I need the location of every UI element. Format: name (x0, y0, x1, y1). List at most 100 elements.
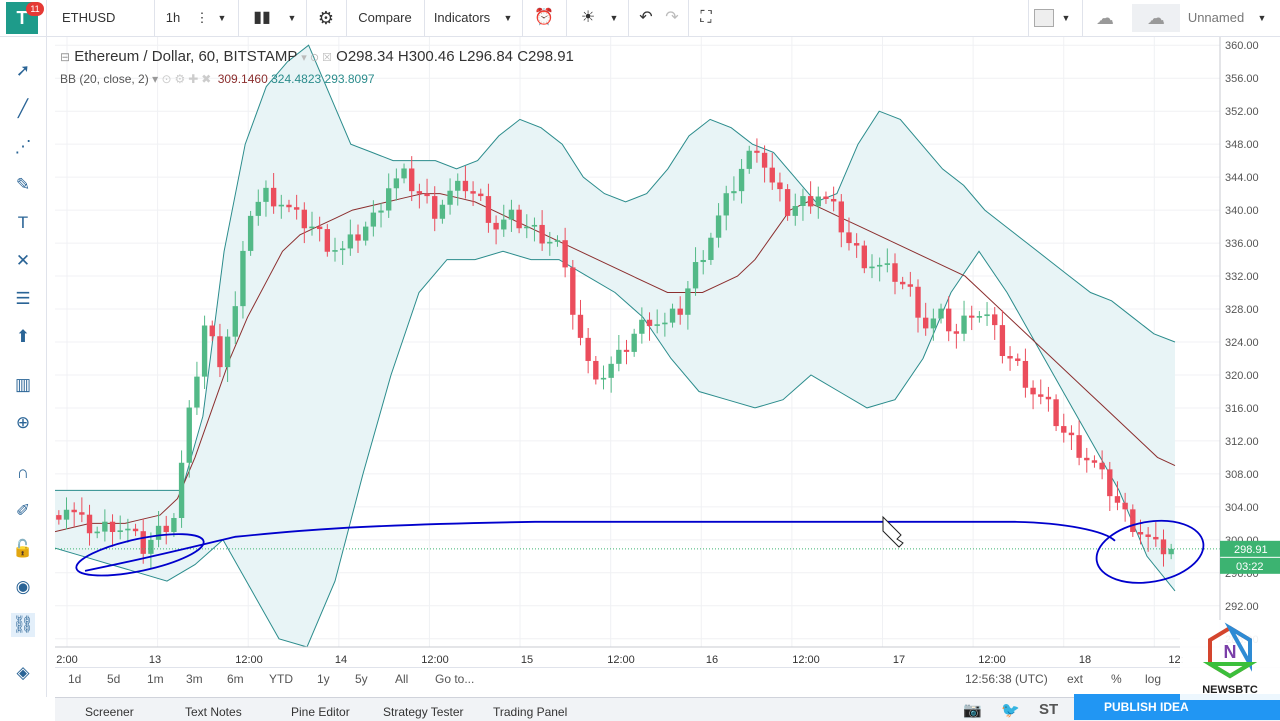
text-tool-icon[interactable]: T (17, 213, 29, 232)
candle-body (255, 201, 261, 216)
magnet-icon[interactable]: ∩ (16, 463, 30, 482)
tab-strategy-tester[interactable]: Strategy Tester (383, 705, 464, 719)
zoom-icon[interactable]: ⊕ (15, 413, 31, 432)
candle-body (876, 264, 883, 267)
candle-type-icon[interactable]: ▮▮ (253, 9, 271, 26)
pattern-tool-icon[interactable]: ✕ (15, 251, 31, 270)
candle-body (524, 226, 530, 229)
layout-icon[interactable] (1034, 9, 1054, 27)
percent-toggle[interactable]: % (1111, 672, 1122, 686)
candle-body (409, 168, 415, 192)
fib-tool-icon[interactable]: ⋰ (14, 137, 32, 156)
chevron-down-icon[interactable]: ▼ (287, 13, 297, 23)
price-axis-tick: 312.00 (1225, 436, 1259, 448)
candle-body (132, 528, 139, 532)
ext-toggle[interactable]: ext (1067, 672, 1084, 686)
candle-body (1007, 356, 1013, 359)
range-6m[interactable]: 6m (227, 672, 244, 686)
measure-icon[interactable]: ▥ (14, 375, 32, 394)
range-1m[interactable]: 1m (147, 672, 164, 686)
tab-trading-panel[interactable]: Trading Panel (493, 705, 568, 719)
candle-body (654, 324, 660, 326)
divider (566, 0, 567, 36)
candle-body (738, 168, 745, 192)
chevron-down-icon[interactable]: ▼ (1061, 13, 1071, 23)
layers-icon[interactable]: ◈ (16, 663, 30, 682)
hand-drawn-circle-left (75, 533, 205, 577)
bb-basis-value: 309.1460 (217, 72, 268, 86)
lock-icon[interactable]: 🔓 (12, 539, 34, 558)
trend-line-icon[interactable]: ╱ (17, 99, 29, 118)
prediction-tool-icon[interactable]: ☰ (15, 289, 31, 308)
bb-tools-icon[interactable]: ⊙⚙✚✖ (161, 72, 215, 86)
collapse-icon[interactable]: ⊟ (60, 50, 71, 64)
indicators-button[interactable]: Indicators (433, 10, 491, 25)
gear-icon[interactable]: ⚙ (317, 8, 335, 28)
alert-icon[interactable]: ⏰ (534, 9, 554, 26)
tab-screener[interactable]: Screener (85, 705, 134, 719)
tab-text-notes[interactable]: Text Notes (185, 705, 242, 719)
redo-icon[interactable]: ↷ (665, 9, 679, 26)
time-axis-tick: 15 (521, 654, 533, 666)
candle-body (1091, 460, 1098, 463)
candle-body (1122, 502, 1128, 510)
undo-icon[interactable]: ↶ (639, 9, 653, 26)
pencil-lock-icon[interactable]: ✐ (15, 501, 31, 520)
cursor-icon[interactable]: ➚ (15, 61, 31, 80)
top-toolbar: T 11 ETHUSD 1h ⋮ ▼ ▮▮ ▼ ⚙ Compare Indica… (0, 0, 1280, 37)
log-toggle[interactable]: log (1145, 672, 1162, 686)
range-5d[interactable]: 5d (107, 672, 121, 686)
time-axis-tick: 13 (149, 654, 161, 666)
notification-badge[interactable]: 11 (26, 2, 44, 16)
symbol-title[interactable]: Ethereum / Dollar, 60, BITSTAMP (74, 48, 298, 65)
hand-cursor-icon (882, 515, 904, 548)
bb-label[interactable]: BB (20, close, 2) (60, 72, 149, 86)
range-3m[interactable]: 3m (186, 672, 203, 686)
compare-button[interactable]: Compare (358, 10, 412, 25)
arrow-up-icon[interactable]: ⬆ (15, 327, 31, 346)
range-1d[interactable]: 1d (68, 672, 82, 686)
ohlc-low: L296.84 (458, 48, 514, 65)
last-price-tag-bg (1220, 540, 1280, 557)
range-ytd[interactable]: YTD (269, 672, 293, 686)
range-1y[interactable]: 1y (317, 672, 330, 686)
camera-icon[interactable]: 📷 (963, 702, 982, 719)
chevron-down-icon[interactable]: ▼ (1257, 13, 1267, 23)
candle-body (1099, 462, 1105, 470)
cloud-icon[interactable]: ☁ (1096, 8, 1114, 28)
utc-clock[interactable]: 12:56:38 (UTC) (965, 672, 1048, 686)
bb-dropdown-icon[interactable]: ▾ (152, 72, 159, 86)
chevron-down-icon[interactable]: ▼ (609, 13, 619, 23)
go-to-date[interactable]: Go to... (435, 672, 475, 686)
candle-body (685, 288, 691, 315)
candle-body (339, 248, 346, 251)
stocktwits-icon[interactable]: ST (1039, 701, 1059, 718)
more-intervals-icon[interactable]: ⋮ (195, 10, 209, 25)
chart-area[interactable]: 360.00 356.00 352.00 348.00 344.00 340.00 336.… (54, 37, 1280, 667)
candle-body (355, 234, 361, 241)
sun-icon[interactable]: ☀ (580, 9, 596, 26)
chevron-down-icon[interactable]: ▼ (503, 13, 513, 23)
eye-icon[interactable]: ◉ (15, 577, 31, 596)
twitter-icon[interactable]: 🐦 (1001, 702, 1020, 719)
save-cloud-icon[interactable]: ☁ (1132, 4, 1180, 32)
candle-body (547, 241, 553, 244)
symbol-input[interactable]: ETHUSD (62, 10, 116, 25)
layout-name[interactable]: Unnamed (1187, 10, 1245, 25)
interval-button[interactable]: 1h (165, 10, 181, 25)
candle-body (899, 281, 906, 285)
link-icon[interactable]: ⛓ (11, 613, 35, 637)
brush-icon[interactable]: ✎ (15, 175, 31, 194)
legend-settings-icon[interactable]: ▾ ⊙ ☒ (301, 52, 332, 64)
candle-body (792, 205, 798, 216)
tab-pine-editor[interactable]: Pine Editor (291, 705, 350, 719)
bb-legend: BB (20, close, 2) ▾ ⊙⚙✚✖ 309.1460 324.48… (60, 72, 375, 86)
chevron-down-icon[interactable]: ▼ (217, 13, 227, 23)
range-all[interactable]: All (395, 672, 409, 686)
fullscreen-icon[interactable]: ⛶ (700, 9, 712, 26)
range-5y[interactable]: 5y (355, 672, 368, 686)
candle-body (853, 243, 860, 246)
candle-body (1022, 360, 1029, 388)
price-chart[interactable]: 360.00 356.00 352.00 348.00 344.00 340.00 336.… (54, 37, 1280, 667)
candle-body (639, 319, 645, 334)
